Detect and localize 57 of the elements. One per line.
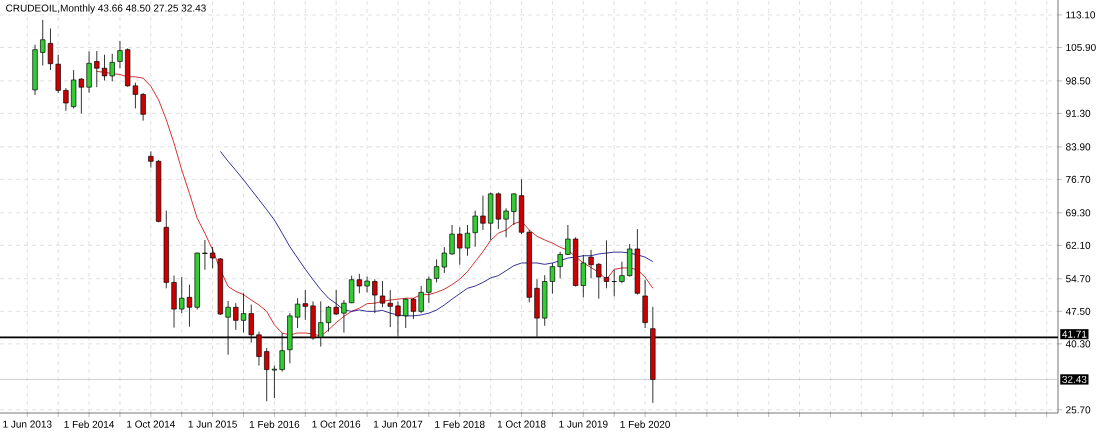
candlestick	[588, 249, 594, 279]
y-tick-label: 40.30	[1065, 340, 1091, 348]
x-tick-label: 1 Feb 2016	[249, 420, 300, 428]
y-tick-label: 91.30	[1066, 109, 1091, 117]
y-tick-label: 113.10	[1066, 11, 1096, 19]
ref-line-label: 32.43	[1062, 375, 1087, 383]
candlestick	[240, 292, 247, 333]
x-tick-label: 1 Feb 2020	[620, 420, 670, 428]
candlestick	[464, 224, 471, 257]
candlestick	[86, 51, 92, 94]
candlestick	[140, 92, 146, 122]
candlestick	[603, 239, 610, 289]
candlestick	[557, 251, 563, 279]
candlestick	[596, 262, 602, 300]
y-tick-label: 62.10	[1066, 241, 1091, 249]
candlestick	[179, 276, 185, 314]
candlestick	[418, 285, 424, 314]
y-tick-label: 105.90	[1066, 43, 1096, 51]
y-tick-label: 76.70	[1066, 175, 1091, 183]
candlestick	[186, 284, 193, 328]
candlestick	[511, 192, 517, 226]
candlestick	[233, 302, 239, 331]
candlestick	[117, 40, 123, 69]
x-tick-label: 1 Oct 2016	[312, 420, 361, 428]
x-tick-label: 1 Feb 2018	[435, 420, 485, 428]
y-tick-label: 83.90	[1066, 143, 1091, 151]
candlestick	[426, 276, 432, 304]
candlestick	[565, 224, 571, 256]
y-tick-label: 98.50	[1066, 77, 1091, 85]
candlestick	[325, 305, 332, 333]
candlestick	[619, 261, 625, 284]
candlestick	[109, 53, 115, 82]
candlestick	[503, 207, 509, 238]
candlestick	[341, 299, 347, 333]
x-tick-label: 1 Jun 2015	[188, 420, 237, 428]
candlestick	[372, 278, 378, 314]
candlestick	[472, 210, 478, 248]
candlestick	[480, 195, 486, 231]
candlestick	[457, 226, 463, 266]
y-tick-label: 69.30	[1066, 209, 1091, 217]
candlestick	[63, 87, 69, 112]
candlestick	[333, 289, 339, 316]
chart-title: CRUDEOIL,Monthly 43.66 48.50 27.25 32.43	[6, 4, 206, 14]
x-tick-label: 1 Oct 2014	[127, 420, 176, 428]
x-tick-label: 1 Feb 2014	[64, 420, 115, 428]
x-tick-label: 1 Jun 2013	[3, 420, 52, 428]
candlestick	[449, 224, 455, 256]
x-tick-label: 1 Jun 2019	[559, 420, 608, 428]
candlestick	[202, 239, 208, 271]
x-tick-label: 1 Jun 2017	[373, 420, 423, 428]
x-tick-label: 1 Oct 2018	[497, 420, 546, 428]
y-tick-label: 54.70	[1065, 275, 1091, 283]
y-tick-label: 47.50	[1065, 307, 1091, 315]
candlestick	[364, 276, 370, 293]
ref-line-label: 41.71	[1062, 330, 1087, 338]
candlestick	[148, 150, 154, 169]
y-tick-label: 25.70	[1066, 406, 1091, 414]
